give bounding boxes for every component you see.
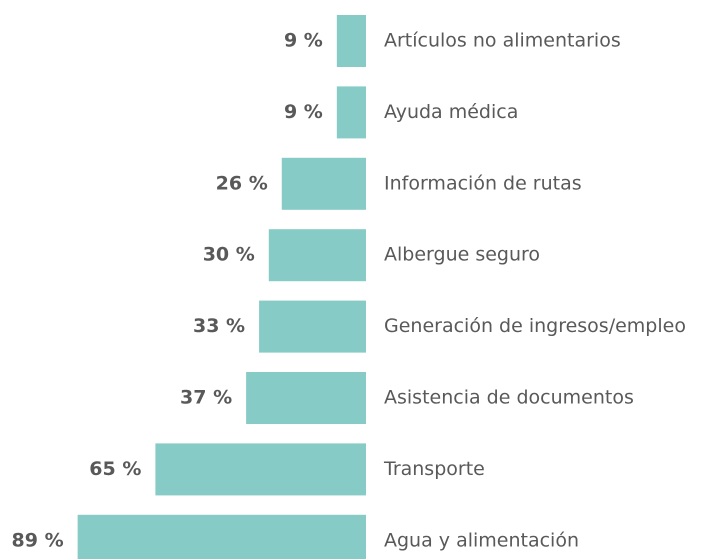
category-label: Ayuda médica xyxy=(384,101,518,123)
value-label: 9 % xyxy=(284,101,323,123)
bar xyxy=(281,157,366,210)
bar xyxy=(259,300,366,353)
bar xyxy=(77,514,366,559)
value-label: 89 % xyxy=(12,529,64,551)
category-label: Albergue seguro xyxy=(384,244,540,266)
category-label: Transporte xyxy=(383,458,485,480)
value-label: 37 % xyxy=(180,387,232,409)
category-label: Agua y alimentación xyxy=(384,529,579,551)
category-label: Información de rutas xyxy=(384,172,582,194)
category-label: Generación de ingresos/empleo xyxy=(384,315,686,337)
value-label: 9 % xyxy=(284,30,323,52)
bar xyxy=(268,229,366,282)
bar xyxy=(336,86,366,139)
value-label: 65 % xyxy=(89,458,141,480)
value-label: 33 % xyxy=(193,315,245,337)
bar xyxy=(155,443,366,496)
value-label: 26 % xyxy=(216,172,268,194)
bar xyxy=(246,372,366,424)
category-label: Asistencia de documentos xyxy=(384,387,634,409)
bar xyxy=(336,15,366,67)
category-label: Artículos no alimentarios xyxy=(384,30,621,52)
value-label: 30 % xyxy=(203,244,255,266)
